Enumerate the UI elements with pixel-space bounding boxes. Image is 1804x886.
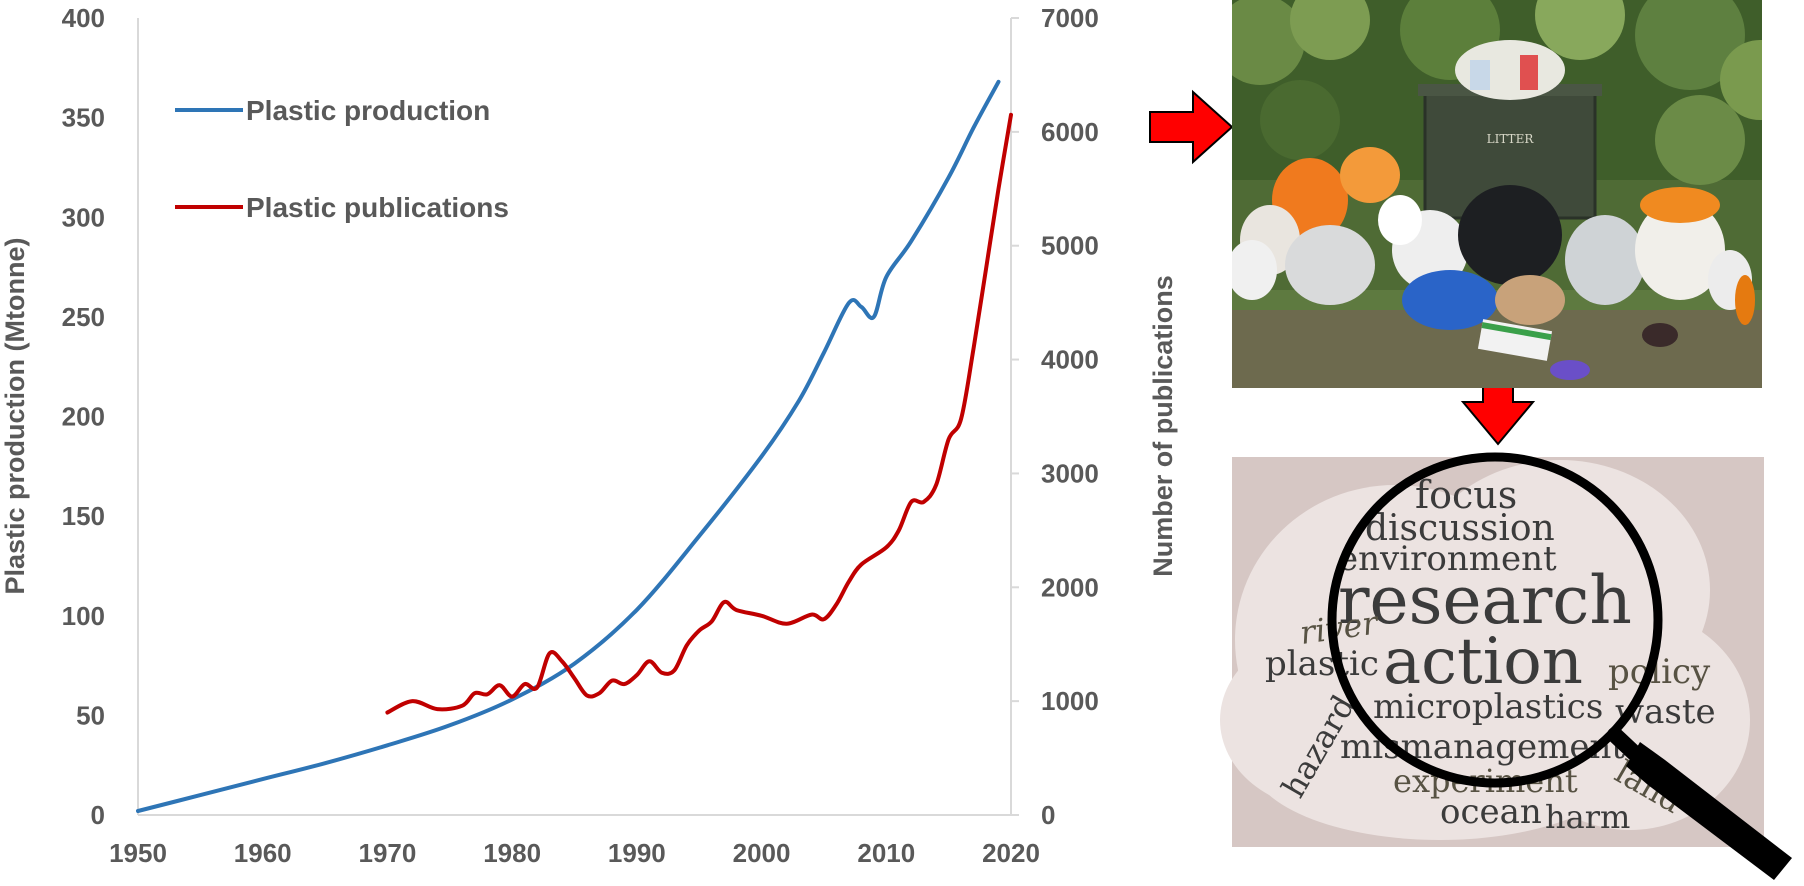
plastic-production-line bbox=[136, 79, 1001, 813]
series-layer bbox=[136, 79, 1013, 813]
x-tick-label: 1980 bbox=[483, 838, 541, 868]
wordcloud-word-action: action bbox=[1383, 625, 1583, 699]
wordcloud-word-ocean: ocean bbox=[1440, 792, 1542, 832]
y-tick-label: 250 bbox=[62, 302, 105, 332]
y2-tick-label: 2000 bbox=[1041, 572, 1099, 602]
wordcloud-word-harm: harm bbox=[1545, 798, 1630, 836]
magnifying-glass-icon bbox=[1327, 452, 1792, 880]
dual-axis-line-chart: 1950 1960 1970 1980 1990 2000 2010 2020 0501001… bbox=[0, 3, 1178, 868]
litter-photo: LITTER bbox=[1232, 0, 1762, 388]
right-y-axis-title: Number of publications bbox=[1148, 275, 1178, 577]
x-tick-label: 2020 bbox=[982, 838, 1040, 868]
left-y-axis-title: Plastic production (Mtonne) bbox=[0, 238, 30, 595]
bin-label: LITTER bbox=[1487, 132, 1535, 146]
wordcloud-word-microplastics: microplastics bbox=[1373, 687, 1603, 727]
x-axis-ticks: 1950 1960 1970 1980 1990 2000 2010 2020 bbox=[109, 838, 1040, 868]
plastic-publications-line bbox=[385, 112, 1013, 715]
x-tick-label: 1960 bbox=[234, 838, 292, 868]
y2-tick-label: 7000 bbox=[1041, 3, 1099, 33]
wordcloud-word-focus: focus bbox=[1415, 473, 1517, 517]
y-tick-label: 0 bbox=[91, 800, 105, 830]
x-tick-label: 1990 bbox=[608, 838, 666, 868]
legend: Plastic production Plastic publications bbox=[175, 95, 509, 223]
x-tick-label: 1970 bbox=[359, 838, 417, 868]
y2-tick-label: 4000 bbox=[1041, 345, 1099, 375]
wordcloud-word-policy: policy bbox=[1608, 652, 1711, 692]
y-tick-label: 350 bbox=[62, 103, 105, 133]
y2-tick-label: 1000 bbox=[1041, 686, 1099, 716]
y-tick-label: 400 bbox=[62, 3, 105, 33]
wordcloud-word-discussion: discussion bbox=[1365, 508, 1555, 549]
wordcloud-word-environment: environment bbox=[1338, 539, 1557, 579]
y2-tick-label: 6000 bbox=[1041, 117, 1099, 147]
y2-tick-label: 0 bbox=[1041, 800, 1055, 830]
x-tick-label: 1950 bbox=[109, 838, 167, 868]
wordcloud-word-research: research bbox=[1338, 562, 1632, 639]
left-y-axis-ticks: 0 50 100 150 200 250 300 350 400 bbox=[62, 3, 105, 830]
right-arrow-icon bbox=[1149, 89, 1234, 165]
legend-label-publications: Plastic publications bbox=[246, 192, 509, 223]
legend-label-production: Plastic production bbox=[246, 95, 490, 126]
word-cloud-panel: focus discussion environment research ri… bbox=[1220, 452, 1792, 880]
x-tick-label: 2010 bbox=[857, 838, 915, 868]
right-y-axis-ticks: 0 1000 2000 3000 4000 5000 6000 7000 bbox=[1011, 3, 1099, 830]
y-tick-label: 300 bbox=[62, 202, 105, 232]
y2-tick-label: 5000 bbox=[1041, 231, 1099, 261]
y2-tick-label: 3000 bbox=[1041, 458, 1099, 488]
y-tick-label: 50 bbox=[76, 700, 105, 730]
y-tick-label: 200 bbox=[62, 402, 105, 432]
y-tick-label: 100 bbox=[62, 601, 105, 631]
y-tick-label: 150 bbox=[62, 501, 105, 531]
wordcloud-word-plastic: plastic bbox=[1265, 644, 1379, 684]
x-tick-label: 2000 bbox=[733, 838, 791, 868]
